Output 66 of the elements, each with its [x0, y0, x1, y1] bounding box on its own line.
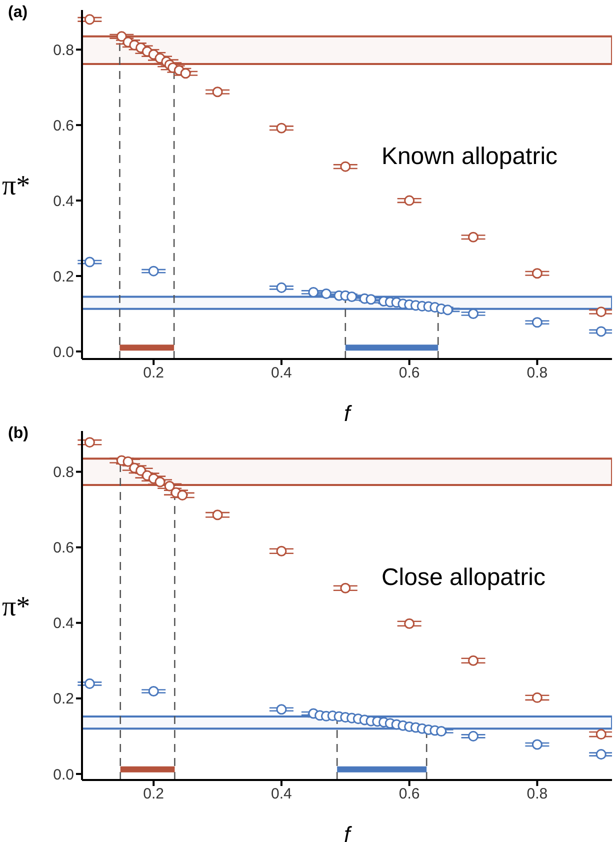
point: [122, 456, 134, 467]
point: [320, 288, 332, 299]
point: [596, 326, 606, 337]
y-tick-label: 0.2: [53, 268, 74, 286]
point: [148, 266, 159, 276]
point: [346, 291, 358, 302]
y-tick-label: 0.4: [53, 192, 74, 210]
point: [340, 161, 351, 172]
point: [84, 437, 95, 448]
y-axis-title: π*: [2, 591, 30, 622]
point: [442, 304, 453, 316]
point: [404, 195, 415, 206]
y-tick-label: 0.0: [53, 766, 74, 784]
point: [532, 739, 542, 750]
y-tick-label: 0.0: [53, 344, 74, 361]
point: [276, 546, 287, 556]
point: [596, 729, 606, 740]
point: [154, 476, 166, 488]
point: [532, 692, 542, 703]
point: [596, 749, 606, 760]
point: [212, 510, 223, 520]
point: [84, 256, 95, 268]
x-axis-title: f: [344, 822, 353, 842]
point: [180, 68, 191, 79]
y-tick-label: 0.4: [53, 615, 74, 632]
point: [532, 268, 542, 279]
point: [276, 122, 287, 134]
annotation: Known allopatric: [381, 142, 558, 171]
point: [308, 286, 319, 298]
point: [596, 306, 606, 318]
point: [468, 655, 479, 666]
point: [366, 294, 376, 305]
point: [116, 31, 127, 42]
x-tick-label: 0.6: [398, 786, 420, 803]
point: [177, 490, 188, 500]
point: [84, 14, 95, 25]
y-tick-label: 0.6: [53, 117, 74, 134]
point: [468, 308, 479, 319]
x-tick-label: 0.4: [271, 786, 292, 803]
x-tick-label: 0.8: [526, 364, 548, 382]
x-tick-label: 0.6: [398, 364, 420, 382]
x-tick-label: 0.8: [526, 786, 548, 803]
point: [404, 618, 415, 629]
point: [84, 678, 95, 689]
point: [468, 730, 479, 742]
point: [276, 282, 287, 293]
point: [164, 480, 175, 492]
y-axis-title: π*: [2, 170, 30, 202]
y-tick-label: 0.2: [53, 690, 74, 708]
point: [436, 726, 447, 737]
x-tick-label: 0.2: [143, 364, 164, 382]
point: [148, 686, 159, 696]
x-tick-label: 0.2: [143, 786, 164, 803]
y-tick-label: 0.6: [53, 540, 74, 557]
point: [276, 704, 287, 715]
y-tick-label: 0.8: [53, 464, 74, 482]
chart-title: (b): [8, 425, 28, 443]
annotation: Close allopatric: [381, 564, 546, 592]
chart-title: (a): [8, 4, 28, 22]
x-axis-title: f: [344, 401, 353, 426]
point: [340, 582, 351, 594]
point: [532, 317, 542, 328]
point: [212, 86, 223, 98]
point: [468, 232, 479, 242]
y-tick-label: 0.8: [53, 42, 74, 59]
x-tick-label: 0.4: [271, 364, 292, 382]
